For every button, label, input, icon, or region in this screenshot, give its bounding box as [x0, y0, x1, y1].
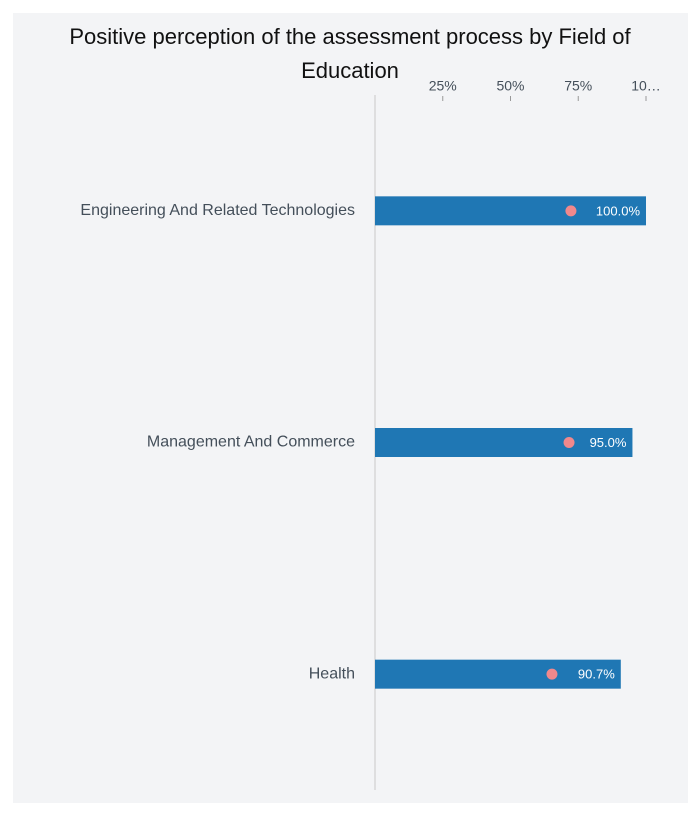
x-tick-label: 75%	[564, 78, 592, 94]
bar	[375, 659, 621, 689]
value-label: 90.7%	[578, 667, 615, 682]
x-tick-label: 50%	[496, 78, 524, 94]
x-tick-label: 25%	[429, 78, 457, 94]
y-tick-label: Management And Commerce	[147, 434, 355, 451]
value-label: 100.0%	[596, 203, 641, 218]
x-tick-label: 10…	[631, 78, 661, 94]
marker-dot	[565, 205, 577, 217]
marker-dot	[546, 668, 558, 680]
y-tick-label: Health	[309, 665, 355, 682]
value-label: 95.0%	[590, 435, 627, 450]
bar	[375, 428, 633, 457]
y-tick-label: Engineering And Related Technologies	[80, 202, 355, 219]
marker-dot	[563, 437, 575, 448]
chart-title: Positive perception of the assessment pr…	[69, 24, 631, 83]
bar	[375, 196, 646, 226]
